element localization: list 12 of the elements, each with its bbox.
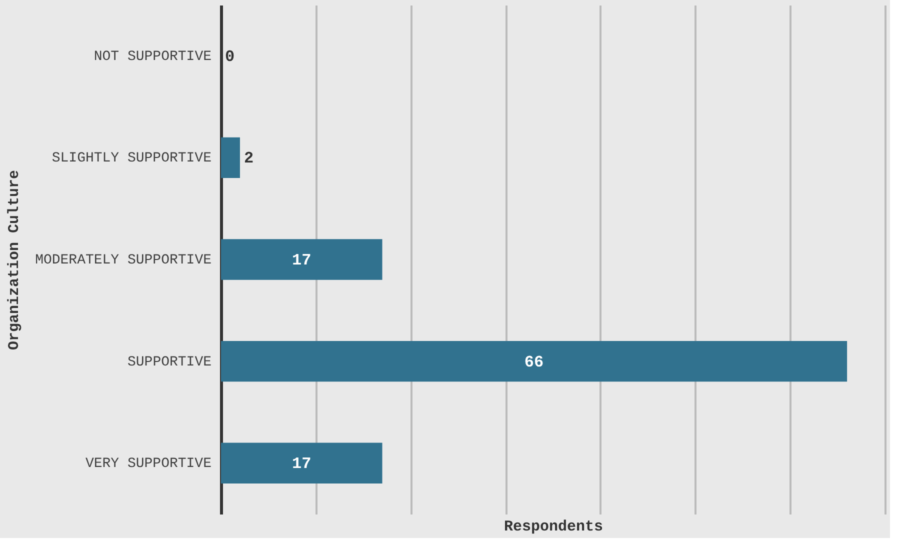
x-axis-title: Respondents [504, 518, 604, 536]
y-tick-label: NOT SUPPORTIVE [94, 48, 212, 65]
data-label: 66 [524, 353, 544, 372]
y-tick-label: MODERATELY SUPPORTIVE [35, 252, 212, 268]
data-label: 0 [225, 48, 235, 66]
y-tick-label: SUPPORTIVE [127, 354, 212, 370]
y-tick-label: VERY SUPPORTIVE [85, 456, 212, 472]
data-label: 17 [292, 455, 312, 474]
y-tick-label: SLIGHTLY SUPPORTIVE [52, 150, 212, 167]
data-label: 2 [244, 150, 254, 168]
y-axis-title: Organization Culture [6, 170, 24, 350]
data-label: 17 [292, 252, 312, 270]
